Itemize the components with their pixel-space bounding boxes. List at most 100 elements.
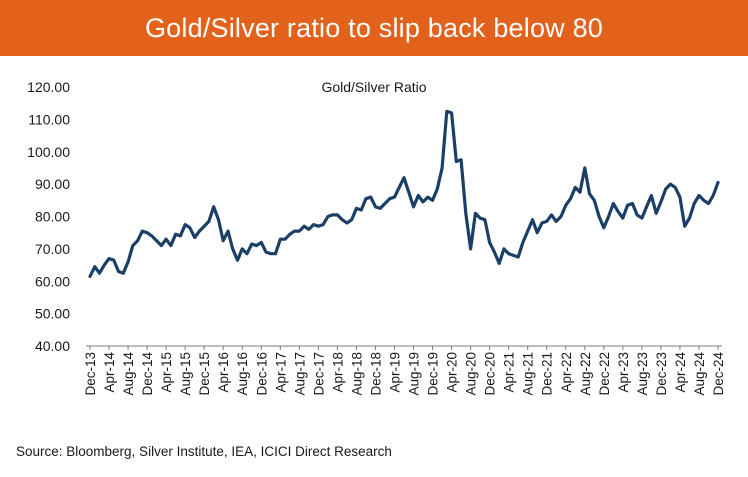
data-point <box>655 212 657 214</box>
x-tick-label: Dec-18 <box>368 352 383 396</box>
data-point <box>412 206 414 208</box>
data-point <box>631 202 633 204</box>
chart: Gold/Silver Ratio 40.00 50.00 60.00 70.00 80… <box>27 79 726 396</box>
data-point <box>431 199 433 201</box>
data-point <box>493 251 495 253</box>
data-point <box>669 183 671 185</box>
data-point <box>422 201 424 203</box>
data-point <box>584 167 586 169</box>
data-point <box>103 264 105 266</box>
x-tick-label: Apr-17 <box>273 352 288 393</box>
x-tick-label: Apr-18 <box>330 352 345 393</box>
x-tick-label: Dec-23 <box>654 352 669 396</box>
data-point <box>617 210 619 212</box>
y-tick-label: 60.00 <box>35 273 70 289</box>
data-point <box>236 259 238 261</box>
y-tick-label: 110.00 <box>28 111 70 127</box>
data-point <box>488 241 490 243</box>
data-point <box>208 220 210 222</box>
data-point <box>213 206 215 208</box>
data-point <box>241 248 243 250</box>
data-point <box>531 219 533 221</box>
data-point <box>360 209 362 211</box>
data-point <box>331 214 333 216</box>
x-tick-label: Apr-20 <box>445 352 460 393</box>
data-point <box>132 244 134 246</box>
data-point <box>593 199 595 201</box>
x-tick-label: Aug-14 <box>121 352 136 396</box>
x-tick-label: Dec-15 <box>197 352 212 396</box>
series-group <box>88 109 720 278</box>
x-tick-label: Apr-21 <box>502 352 517 393</box>
data-point <box>607 215 609 217</box>
chart-title: Gold/Silver Ratio <box>321 79 426 95</box>
data-point <box>574 186 576 188</box>
x-tick-label: Aug-17 <box>292 352 307 396</box>
data-point <box>541 222 543 224</box>
data-point <box>446 110 448 112</box>
y-tick-label: 90.00 <box>35 176 70 192</box>
data-point <box>450 112 452 114</box>
y-tick-label: 100.00 <box>27 144 70 160</box>
data-point <box>370 196 372 198</box>
data-point <box>355 207 357 209</box>
data-point <box>427 196 429 198</box>
data-point <box>469 248 471 250</box>
x-tick-label: Apr-15 <box>159 352 174 393</box>
x-tick-label: Apr-23 <box>616 352 631 393</box>
data-point <box>246 253 248 255</box>
data-point <box>679 196 681 198</box>
data-point <box>636 214 638 216</box>
x-tick-label: Aug-15 <box>178 352 193 396</box>
data-point <box>113 259 115 261</box>
data-point <box>474 212 476 214</box>
data-point <box>389 198 391 200</box>
data-point <box>108 257 110 259</box>
data-point <box>703 199 705 201</box>
data-point <box>260 241 262 243</box>
data-point <box>136 240 138 242</box>
x-tick-label: Dec-24 <box>711 352 726 396</box>
x-tick-label: Dec-13 <box>83 352 98 396</box>
x-tick-label: Aug-19 <box>407 352 422 396</box>
x-tick-label: Apr-24 <box>673 352 688 393</box>
data-point <box>89 275 91 277</box>
y-tick-label: 50.00 <box>35 306 70 322</box>
data-point <box>170 244 172 246</box>
data-point <box>712 194 714 196</box>
data-point <box>174 233 176 235</box>
data-point <box>512 254 514 256</box>
x-tick-label: Apr-14 <box>102 352 117 393</box>
x-tick-label: Dec-17 <box>311 352 326 396</box>
y-tick-label: 70.00 <box>35 241 70 257</box>
data-point <box>165 238 167 240</box>
x-tick-label: Dec-20 <box>483 352 498 396</box>
x-tick-label: Apr-19 <box>387 352 402 393</box>
data-point <box>203 225 205 227</box>
data-point <box>688 217 690 219</box>
data-point <box>270 253 272 255</box>
data-point <box>612 202 614 204</box>
data-point <box>293 230 295 232</box>
data-point <box>684 225 686 227</box>
data-point <box>255 244 257 246</box>
data-point <box>151 235 153 237</box>
data-point <box>650 194 652 196</box>
data-point <box>579 191 581 193</box>
data-point <box>598 215 600 217</box>
source-note: Source: Bloomberg, Silver Institute, IEA… <box>16 444 392 459</box>
data-point <box>403 177 405 179</box>
data-point <box>279 238 281 240</box>
data-point <box>393 196 395 198</box>
title-banner: Gold/Silver ratio to slip back below 80 <box>0 0 748 56</box>
data-point <box>522 241 524 243</box>
data-point <box>626 204 628 206</box>
x-tick-label: Dec-16 <box>254 352 269 396</box>
data-point <box>550 214 552 216</box>
data-point <box>508 253 510 255</box>
data-point <box>289 233 291 235</box>
x-tick-label: Aug-24 <box>692 352 707 396</box>
x-tick-label: Aug-21 <box>521 352 536 396</box>
chart-headline: Gold/Silver ratio to slip back below 80 <box>144 12 604 43</box>
data-point <box>674 186 676 188</box>
